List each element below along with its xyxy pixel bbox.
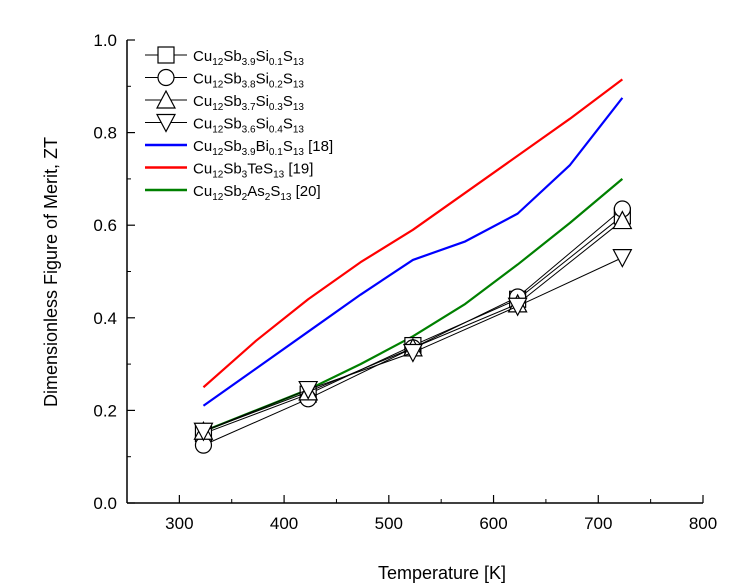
series-line [203, 220, 623, 432]
series-line [202, 78, 624, 389]
series-layer [193, 78, 633, 454]
legend-label: Cu12Sb2As2S13 [20] [193, 183, 321, 203]
legend-entry: Cu12Sb2As2S13 [20] [145, 183, 321, 203]
legend-entry: Cu12Sb3.6Si0.4S13 [145, 113, 304, 136]
triangle-down-marker [612, 249, 633, 268]
y-tick-label: 0.6 [93, 216, 117, 235]
triangle-up-marker [156, 89, 176, 109]
x-tick-label: 500 [375, 514, 403, 533]
legend-label: Cu12Sb3TeS13 [19] [193, 161, 313, 181]
x-tick-label: 600 [479, 514, 507, 533]
y-tick-label: 0.0 [93, 494, 117, 513]
triangle-up-marker [612, 210, 633, 230]
triangle-down-marker [507, 297, 528, 317]
legend-entry: Cu12Sb3.9Si0.1S13 [145, 46, 304, 68]
legend-label: Cu12Sb3.8Si0.2S13 [193, 71, 304, 91]
x-axis-label: Temperature [K] [378, 563, 506, 583]
triangle-down-marker [193, 422, 214, 442]
series-line [203, 215, 623, 435]
y-tick-label: 0.4 [93, 309, 117, 328]
legend-entry: Cu12Sb3.8Si0.2S13 [145, 68, 304, 91]
series [193, 210, 633, 440]
series-line [202, 97, 624, 407]
series-line [203, 178, 624, 433]
legend-entry: Cu12Sb3TeS13 [19] [145, 161, 313, 181]
legend-label: Cu12Sb3.9Bi0.1S13 [18] [193, 138, 333, 158]
y-axis: 0.0 0.2 0.4 0.6 0.8 1.0 [93, 31, 135, 513]
x-tick-label: 800 [689, 514, 717, 533]
legend-label: Cu12Sb3.7Si0.3S13 [193, 93, 304, 113]
series [193, 249, 633, 442]
square-marker [157, 46, 175, 64]
x-tick-label: 400 [270, 514, 298, 533]
legend-entry: Cu12Sb3.9Bi0.1S13 [18] [145, 138, 333, 158]
legend-entry: Cu12Sb3.7Si0.3S13 [145, 89, 304, 113]
circle-marker [157, 68, 175, 87]
y-tick-label: 1.0 [93, 31, 117, 50]
series [202, 78, 624, 389]
series [202, 97, 624, 407]
triangle-down-marker [156, 113, 176, 133]
series [203, 178, 624, 433]
x-axis: 300 400 500 600 700 800 [165, 495, 717, 533]
legend-label: Cu12Sb3.9Si0.1S13 [193, 48, 304, 68]
y-tick-label: 0.8 [93, 124, 117, 143]
triangle-down-marker [402, 343, 423, 363]
triangle-down-marker [298, 380, 319, 400]
x-tick-label: 300 [165, 514, 193, 533]
legend: Cu12Sb3.9Si0.1S13Cu12Sb3.8Si0.2S13Cu12Sb… [145, 46, 333, 203]
series [194, 200, 631, 454]
series [194, 207, 631, 443]
legend-label: Cu12Sb3.6Si0.4S13 [193, 116, 304, 136]
y-tick-label: 0.2 [93, 401, 117, 420]
x-tick-label: 700 [584, 514, 612, 533]
y-axis-label: Dimensionless Figure of Merit, ZT [41, 137, 61, 407]
